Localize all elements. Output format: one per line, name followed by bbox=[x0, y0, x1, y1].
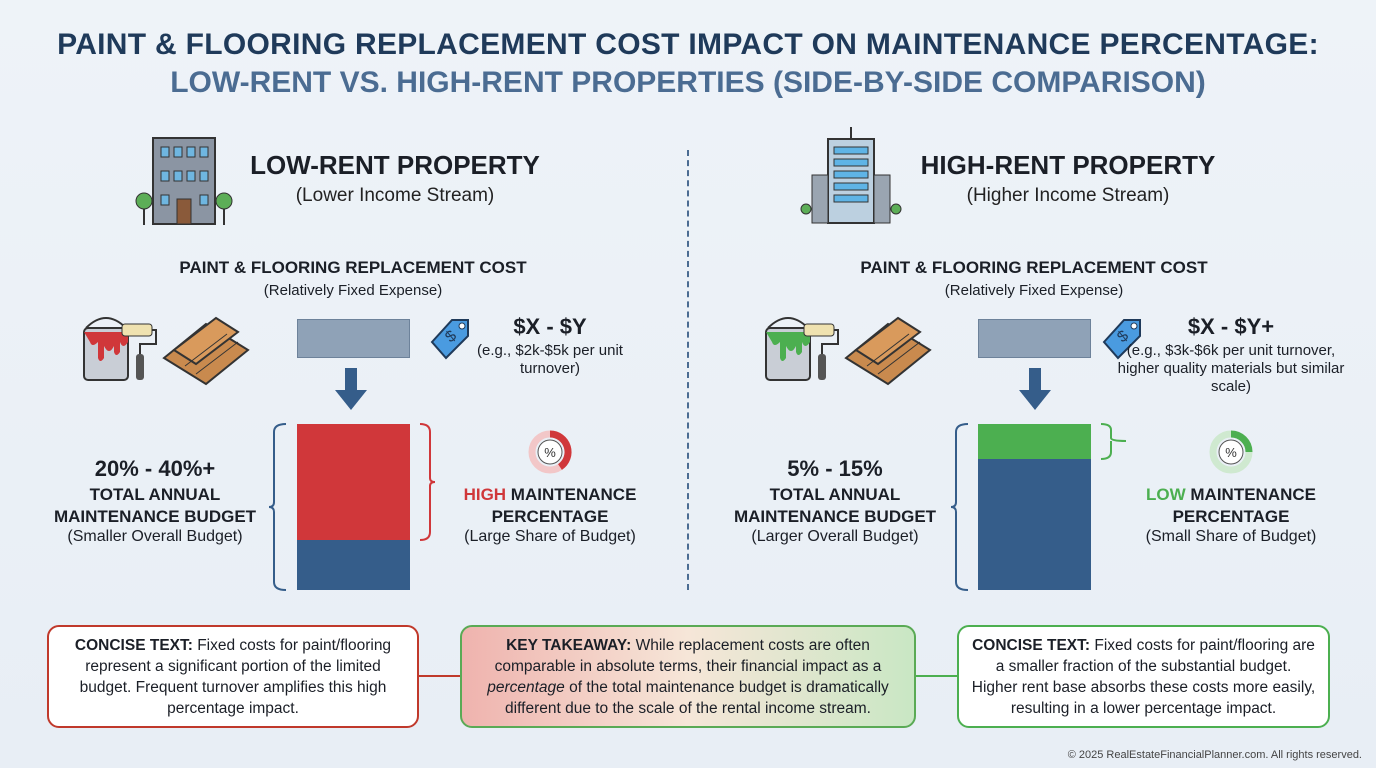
high-budget-sub: (Larger Overall Budget) bbox=[751, 528, 919, 545]
high-fixed-cost-share bbox=[978, 424, 1091, 459]
low-range: 20% - 40%+ bbox=[94, 456, 216, 481]
left-brace bbox=[268, 423, 287, 591]
box-right-text: Fixed costs for paint/flooring are a sma… bbox=[971, 636, 1316, 717]
low-level: HIGH bbox=[463, 485, 507, 504]
high-budget-label: TOTAL ANNUAL MAINTENANCE BUDGET bbox=[715, 484, 955, 528]
low-budget-l1: TOTAL ANNUAL bbox=[89, 485, 221, 504]
low-subtitle: (Lower Income Stream) bbox=[295, 185, 495, 206]
svg-text:%: % bbox=[1225, 445, 1237, 460]
office-tower-icon bbox=[800, 127, 902, 224]
high-range: 5% - 15% bbox=[787, 456, 883, 481]
high-remaining-budget bbox=[978, 459, 1091, 590]
box-left-bold: CONCISE TEXT: bbox=[74, 636, 193, 654]
low-remaining-budget bbox=[297, 540, 410, 590]
high-level-sub: (Small Share of Budget) bbox=[1145, 528, 1317, 545]
connector-left bbox=[418, 675, 462, 677]
low-price: $X - $Y bbox=[513, 314, 587, 339]
title-line2: LOW-RENT VS. HIGH-RENT PROPERTIES (SIDE-… bbox=[170, 66, 1206, 99]
paint-can-icon bbox=[83, 317, 157, 381]
arrow-down-icon bbox=[1019, 368, 1051, 410]
connector-right bbox=[914, 675, 958, 677]
low-budget-label: TOTAL ANNUAL MAINTENANCE BUDGET bbox=[35, 484, 275, 528]
box-right-bold: CONCISE TEXT: bbox=[972, 636, 1091, 654]
low-level-label: HIGH MAINTENANCE PERCENTAGE bbox=[430, 484, 670, 528]
low-budget-sub: (Smaller Overall Budget) bbox=[67, 528, 243, 545]
key-takeaway-box: KEY TAKEAWAY: While replacement costs ar… bbox=[460, 625, 916, 728]
box-middle-em: percentage bbox=[487, 678, 565, 696]
paint-and-flooring-icon bbox=[765, 316, 932, 386]
high-budget-l2: MAINTENANCE BUDGET bbox=[733, 507, 937, 526]
high-level-rest: MAINTENANCE bbox=[1185, 485, 1316, 504]
low-level-rest: MAINTENANCE bbox=[506, 485, 637, 504]
box-middle-text2: of the total maintenance budget is drama… bbox=[505, 678, 889, 717]
high-subtitle: (Higher Income Stream) bbox=[966, 185, 1170, 206]
high-fixed-cost-block bbox=[978, 319, 1091, 358]
arrow-down-icon bbox=[335, 368, 367, 410]
high-cost-sub: (Relatively Fixed Expense) bbox=[944, 282, 1124, 299]
percent-donut-icon: % bbox=[528, 430, 572, 474]
box-middle-text1: While replacement costs are often compar… bbox=[494, 636, 882, 675]
wood-planks-icon bbox=[162, 316, 250, 386]
right-brace bbox=[419, 423, 436, 541]
high-concise-box: CONCISE TEXT: Fixed costs for paint/floo… bbox=[957, 625, 1330, 728]
high-level-l2: PERCENTAGE bbox=[1172, 507, 1290, 526]
percent-donut-icon: % bbox=[1209, 430, 1253, 474]
low-budget-l2: MAINTENANCE BUDGET bbox=[53, 507, 257, 526]
svg-text:%: % bbox=[544, 445, 556, 460]
price-tag-icon: $ bbox=[1102, 319, 1141, 360]
left-brace bbox=[950, 423, 969, 591]
low-level-l2: PERCENTAGE bbox=[491, 507, 609, 526]
low-cost-sub: (Relatively Fixed Expense) bbox=[263, 282, 443, 299]
divider bbox=[687, 150, 689, 590]
high-price: $X - $Y+ bbox=[1187, 314, 1275, 339]
low-price-note: (e.g., $2k-$5k per unit turnover) bbox=[477, 342, 623, 377]
paint-and-flooring-icon bbox=[83, 316, 250, 386]
low-level-sub: (Large Share of Budget) bbox=[464, 528, 636, 545]
box-middle-bold: KEY TAKEAWAY: bbox=[506, 636, 632, 654]
low-fixed-cost-share bbox=[297, 424, 410, 540]
low-fixed-cost-block bbox=[297, 319, 410, 358]
low-concise-box: CONCISE TEXT: Fixed costs for paint/floo… bbox=[47, 625, 419, 728]
high-level-label: LOW MAINTENANCE PERCENTAGE bbox=[1111, 484, 1351, 528]
copyright: © 2025 RealEstateFinancialPlanner.com. A… bbox=[1067, 749, 1362, 761]
wood-planks-icon bbox=[844, 316, 932, 386]
high-budget-bar bbox=[950, 423, 1127, 591]
price-tag-icon: $ bbox=[430, 319, 469, 360]
high-budget-l1: TOTAL ANNUAL bbox=[769, 485, 901, 504]
low-budget-bar bbox=[268, 423, 436, 591]
high-cost-heading: PAINT & FLOORING REPLACEMENT COST bbox=[860, 258, 1208, 277]
paint-can-icon bbox=[765, 317, 839, 381]
title-line1: PAINT & FLOORING REPLACEMENT COST IMPACT… bbox=[57, 28, 1319, 61]
right-brace bbox=[1100, 423, 1127, 460]
box-left-text: Fixed costs for paint/flooring represent… bbox=[79, 636, 392, 717]
low-cost-heading: PAINT & FLOORING REPLACEMENT COST bbox=[179, 258, 527, 277]
low-title: LOW-RENT PROPERTY bbox=[250, 150, 540, 180]
high-title: HIGH-RENT PROPERTY bbox=[920, 150, 1216, 180]
high-price-note: (e.g., $3k-$6k per unit turnover, higher… bbox=[1117, 342, 1345, 395]
high-level: LOW bbox=[1146, 485, 1186, 504]
apartment-building-icon bbox=[135, 137, 233, 225]
